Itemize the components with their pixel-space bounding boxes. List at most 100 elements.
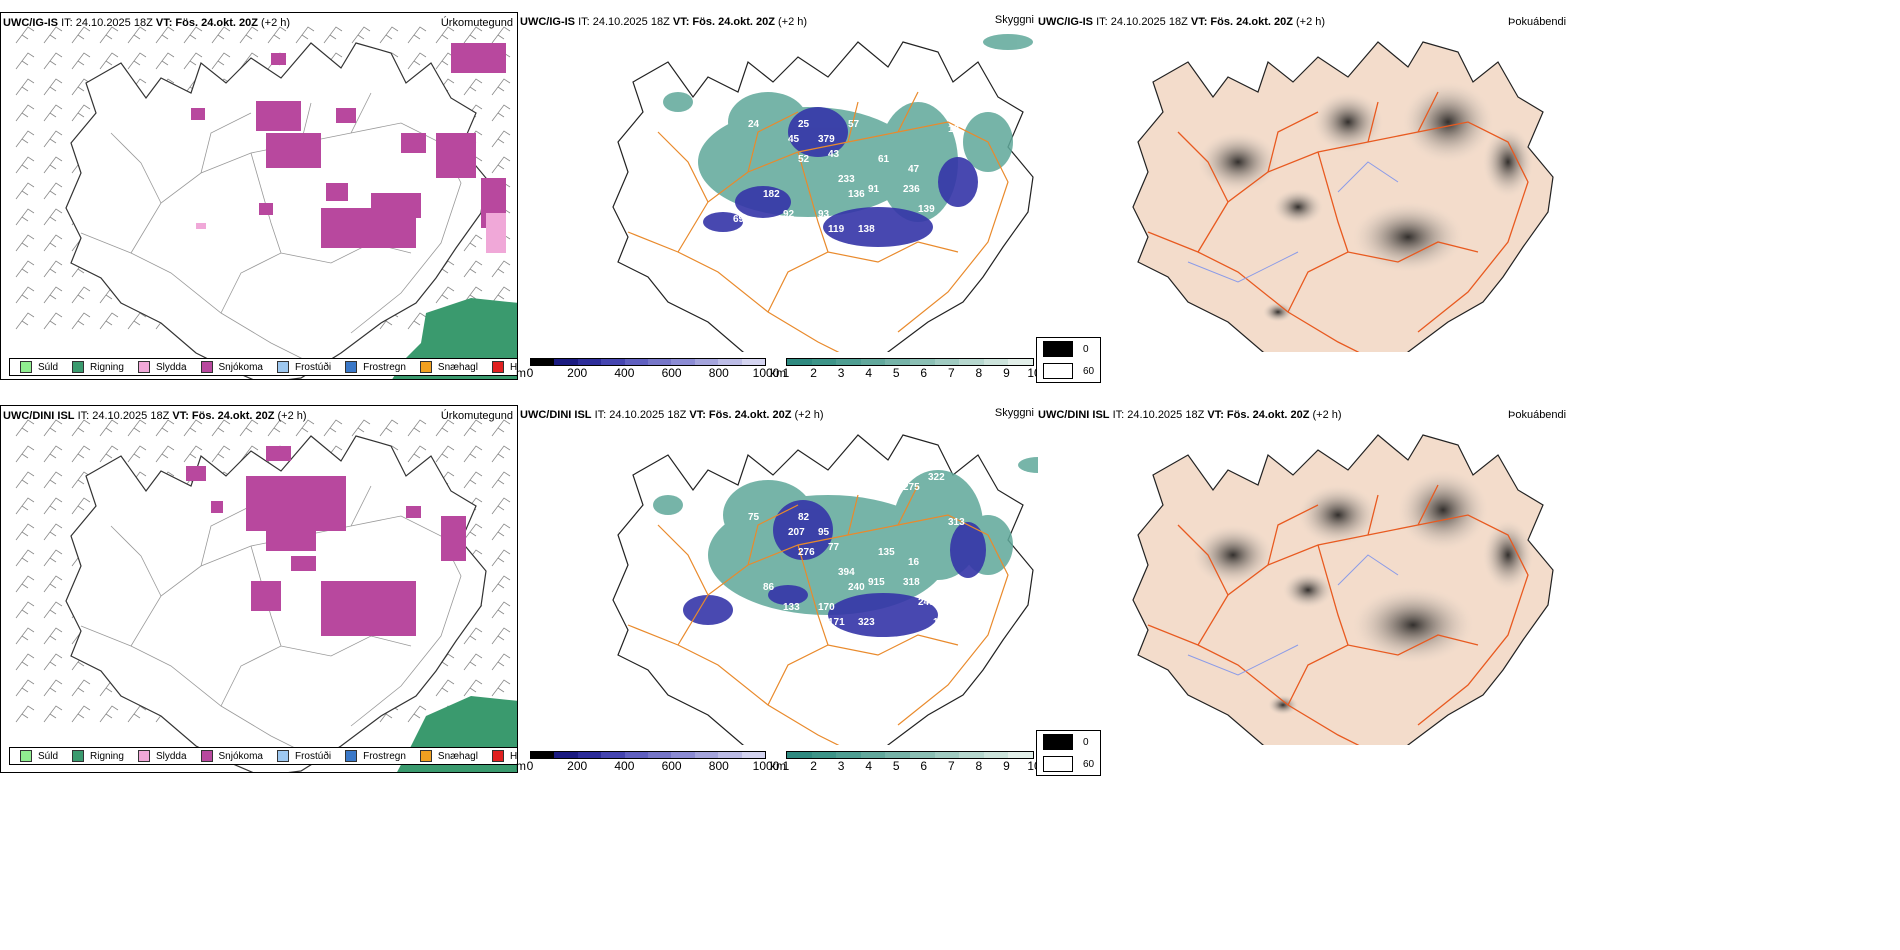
legend-item: Slydda <box>134 750 191 762</box>
colorbar-segment <box>811 359 837 365</box>
legend-item: Snjókoma <box>197 361 267 373</box>
precip-type-panel-row2: UWC/DINI ISL IT: 24.10.2025 18Z VT: Fös.… <box>0 405 518 773</box>
visibility-value-label: 21 <box>868 84 880 95</box>
legend-swatch <box>72 750 85 762</box>
colorbar-tick: 800 <box>708 366 729 380</box>
colorbar-segment <box>787 359 812 365</box>
wind-barb <box>463 286 483 304</box>
wind-barb <box>43 312 63 330</box>
colorbar-tick: 1 <box>782 366 790 380</box>
wind-barb <box>491 260 511 278</box>
wind-barb <box>211 419 231 437</box>
legend-item: Súld <box>16 750 62 762</box>
colorbar-segment <box>577 359 602 365</box>
wind-barb <box>491 26 511 44</box>
colorbar-segment <box>909 359 935 365</box>
legend-swatch <box>276 750 289 762</box>
legend-swatch <box>276 361 289 373</box>
colorbar-tick: 9 <box>1003 366 1010 380</box>
wind-barb <box>43 575 63 593</box>
wind-barb <box>155 419 175 437</box>
legend-label: Snjókoma <box>218 361 263 373</box>
colorbar-tick: 400 <box>614 366 635 380</box>
colorbar-tick: 0 <box>526 759 534 773</box>
visibility-value-label: 313 <box>948 517 965 528</box>
wind-barb <box>295 26 315 44</box>
colorbar-segment <box>531 752 555 758</box>
colorbar-segment <box>601 752 625 758</box>
visibility-value-label: 394 <box>838 567 855 578</box>
legend-swatch <box>137 750 150 762</box>
wind-barb <box>491 627 511 645</box>
colorbar-segment <box>959 752 984 758</box>
wind-barb <box>491 471 511 489</box>
wind-barb <box>71 419 91 437</box>
colorbar-unit: m <box>516 366 526 380</box>
wind-barb <box>211 52 231 70</box>
lead-time: (+2 h) <box>778 16 808 28</box>
legend-item: Súld <box>16 361 62 373</box>
legend-swatch <box>200 361 213 373</box>
wind-barb <box>379 419 399 437</box>
wind-barb <box>71 679 91 697</box>
colorbar-segment <box>741 359 766 365</box>
visibility-value-label: 179 <box>878 69 895 80</box>
wind-barb <box>43 208 63 226</box>
colorbar-segment <box>909 752 935 758</box>
variable-title: Skyggni <box>994 14 1034 26</box>
model-name: UWC/DINI ISL <box>3 410 75 422</box>
wind-barb <box>435 445 455 463</box>
colorbar-segment <box>554 359 578 365</box>
legend-item: Rigning <box>68 750 128 762</box>
legend-label: Súld <box>38 750 59 762</box>
colorbar-unit: km <box>770 366 786 380</box>
wind-barb <box>127 26 147 44</box>
wind-barb <box>435 26 455 44</box>
wind-barb <box>407 419 427 437</box>
wind-barb <box>15 104 35 122</box>
wind-barb <box>71 312 91 330</box>
wind-barb <box>43 52 63 70</box>
wind-barb <box>43 549 63 567</box>
wind-barb <box>43 497 63 515</box>
fog-map <box>1132 434 1554 745</box>
colorbar-tick: 2 <box>810 759 817 773</box>
visibility-value-label: 16 <box>908 557 920 568</box>
precip-legend: Súld Rigning Slydda Snjókoma Frostúði Frostre… <box>9 358 517 376</box>
colorbar-segment <box>836 752 861 758</box>
colorbar-segment <box>648 359 672 365</box>
visibility-value-label: 240 <box>848 582 865 593</box>
wind-barb <box>99 312 119 330</box>
legend-item: Frostregn <box>341 361 410 373</box>
visibility-value-label: 323 <box>858 617 875 628</box>
wind-barb <box>15 312 35 330</box>
wind-barb <box>15 523 35 541</box>
colorbar-tick: 8 <box>975 366 983 380</box>
wind-barb <box>491 497 511 515</box>
wind-barb <box>15 575 35 593</box>
legend-item: Snjókoma <box>197 750 267 762</box>
colorbar-segment <box>811 752 837 758</box>
wind-barb <box>463 26 483 44</box>
colorbar-segment <box>624 359 649 365</box>
valid-time: Fös. 24.okt. 20Z <box>1226 409 1310 421</box>
wind-barb <box>463 445 483 463</box>
model-name: UWC/IG-IS <box>1038 16 1093 28</box>
wind-barb <box>71 52 91 70</box>
colorbar-segment <box>741 752 766 758</box>
wind-barb <box>15 497 35 515</box>
colorbar-tick: 2 <box>810 366 817 380</box>
fog-legend-item: 60 <box>1037 753 1100 775</box>
visibility-value-label: 126 <box>878 462 895 473</box>
visibility-panel-row1: UWC/IG-IS IT: 24.10.2025 18Z VT: Fös. 24… <box>518 12 1038 380</box>
wind-barb <box>491 679 511 697</box>
visibility-value-label: 233 <box>838 174 855 185</box>
visibility-colorbar: km 1 2 3 4 5 6 7 8 9 10 <box>770 751 1041 773</box>
visibility-value-label: 170 <box>818 602 835 613</box>
fog-legend: 0 60 <box>1036 730 1102 776</box>
wind-barb <box>71 286 91 304</box>
colorbar-tick: 200 <box>567 759 588 773</box>
wind-barb <box>491 78 511 96</box>
legend-item: Frostúði <box>273 361 335 373</box>
wind-barb <box>43 705 63 723</box>
